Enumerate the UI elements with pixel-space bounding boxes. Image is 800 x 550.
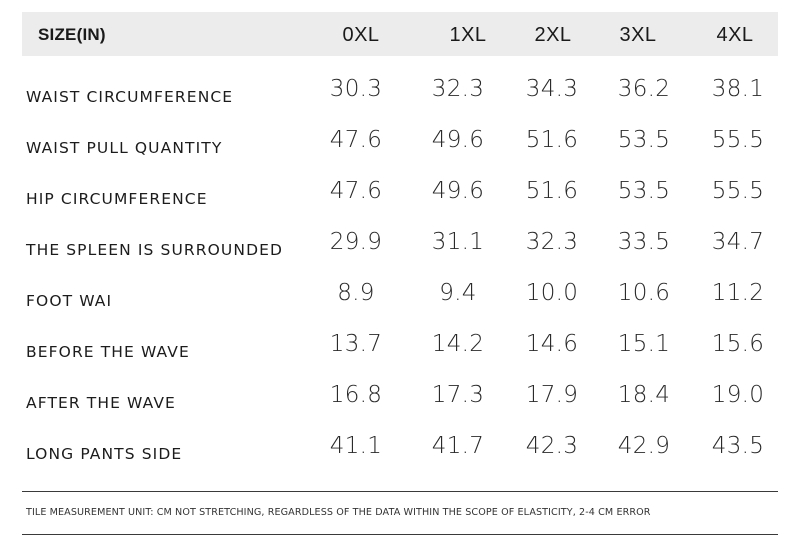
row-label: WAIST CIRCUMFERENCE (26, 88, 234, 106)
cell-0xl: 8.9 (337, 280, 375, 306)
row-label: WAIST PULL QUANTITY (26, 139, 223, 157)
row-label: AFTER THE WAVE (26, 394, 176, 412)
cell-4xl: 38.1 (711, 76, 765, 102)
row-label: LONG PANTS SIDE (26, 445, 183, 463)
cell-0xl: 29.9 (329, 229, 383, 255)
cell-3xl: 10.6 (617, 280, 671, 306)
cell-0xl: 41.1 (329, 433, 383, 459)
cell-3xl: 53.5 (617, 127, 671, 153)
header-size-label: SIZE(IN) (38, 25, 106, 44)
header-size-2xl: 2XL (534, 24, 572, 46)
table-row: WAIST CIRCUMFERENCE 30.3 32.3 34.3 36.2 … (0, 66, 800, 116)
measurement-footnote: TILE MEASUREMENT UNIT: CM NOT STRETCHING… (26, 507, 651, 518)
cell-4xl: 34.7 (711, 229, 765, 255)
cell-1xl: 31.1 (431, 229, 485, 255)
cell-1xl: 32.3 (431, 76, 485, 102)
header-size-0xl: 0XL (342, 24, 380, 46)
footnote-bottom-divider (22, 534, 778, 535)
cell-3xl: 33.5 (617, 229, 671, 255)
cell-4xl: 11.2 (711, 280, 765, 306)
cell-1xl: 17.3 (431, 382, 485, 408)
cell-0xl: 47.6 (329, 127, 383, 153)
cell-0xl: 13.7 (329, 331, 383, 357)
cell-2xl: 51.6 (525, 178, 579, 204)
table-row: HIP CIRCUMFERENCE 47.6 49.6 51.6 53.5 55… (0, 168, 800, 218)
cell-3xl: 18.4 (617, 382, 671, 408)
table-row: THE SPLEEN IS SURROUNDED 29.9 31.1 32.3 … (0, 219, 800, 269)
cell-1xl: 49.6 (431, 127, 485, 153)
cell-1xl: 49.6 (431, 178, 485, 204)
table-header-bar (22, 12, 778, 56)
cell-2xl: 34.3 (525, 76, 579, 102)
cell-3xl: 42.9 (617, 433, 671, 459)
row-label: BEFORE THE WAVE (26, 343, 190, 361)
footnote-top-divider (22, 491, 778, 492)
cell-0xl: 30.3 (329, 76, 383, 102)
cell-2xl: 17.9 (525, 382, 579, 408)
cell-3xl: 15.1 (617, 331, 671, 357)
table-row: BEFORE THE WAVE 13.7 14.2 14.6 15.1 15.6 (0, 321, 800, 371)
table-row: WAIST PULL QUANTITY 47.6 49.6 51.6 53.5 … (0, 117, 800, 167)
row-label: THE SPLEEN IS SURROUNDED (26, 241, 284, 259)
cell-2xl: 51.6 (525, 127, 579, 153)
row-label: FOOT WAI (26, 292, 113, 310)
table-row: LONG PANTS SIDE 41.1 41.7 42.3 42.9 43.5 (0, 423, 800, 473)
cell-3xl: 53.5 (617, 178, 671, 204)
cell-1xl: 41.7 (431, 433, 485, 459)
cell-4xl: 43.5 (711, 433, 765, 459)
table-row: FOOT WAI 8.9 9.4 10.0 10.6 11.2 (0, 270, 800, 320)
cell-4xl: 55.5 (711, 178, 765, 204)
cell-4xl: 15.6 (711, 331, 765, 357)
cell-3xl: 36.2 (617, 76, 671, 102)
cell-2xl: 32.3 (525, 229, 579, 255)
cell-2xl: 42.3 (525, 433, 579, 459)
cell-4xl: 55.5 (711, 127, 765, 153)
header-size-3xl: 3XL (619, 24, 657, 46)
cell-0xl: 47.6 (329, 178, 383, 204)
cell-4xl: 19.0 (711, 382, 765, 408)
cell-1xl: 9.4 (439, 280, 477, 306)
header-size-1xl: 1XL (449, 24, 487, 46)
row-label: HIP CIRCUMFERENCE (26, 190, 208, 208)
cell-0xl: 16.8 (329, 382, 383, 408)
header-size-4xl: 4XL (716, 24, 754, 46)
cell-2xl: 10.0 (525, 280, 579, 306)
cell-1xl: 14.2 (431, 331, 485, 357)
cell-2xl: 14.6 (525, 331, 579, 357)
table-row: AFTER THE WAVE 16.8 17.3 17.9 18.4 19.0 (0, 372, 800, 422)
